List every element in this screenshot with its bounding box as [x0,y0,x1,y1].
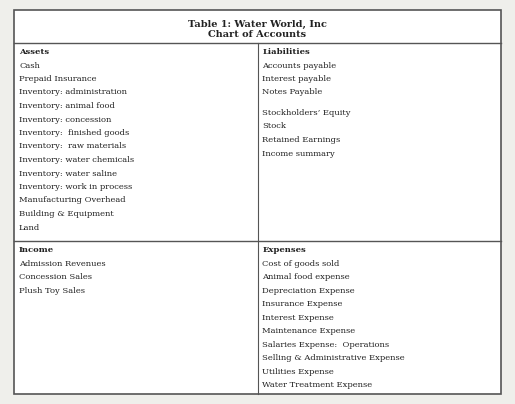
Text: Retained Earnings: Retained Earnings [263,136,341,144]
Text: Building & Equipment: Building & Equipment [19,210,114,218]
Text: Stockholders’ Equity: Stockholders’ Equity [263,109,351,117]
Text: Notes Payable: Notes Payable [263,88,323,97]
Text: Inventory: water chemicals: Inventory: water chemicals [19,156,134,164]
Text: Stock: Stock [263,122,286,130]
Text: Inventory:  raw materials: Inventory: raw materials [19,143,126,151]
Text: Concession Sales: Concession Sales [19,274,92,281]
Text: Income summary: Income summary [263,149,335,158]
Text: Cost of goods sold: Cost of goods sold [263,260,340,268]
Text: Income: Income [19,246,54,254]
Text: Selling & Administrative Expense: Selling & Administrative Expense [263,354,405,362]
Text: Accounts payable: Accounts payable [263,61,337,69]
Text: Expenses: Expenses [263,246,306,254]
Text: Inventory: animal food: Inventory: animal food [19,102,115,110]
Text: Inventory: water saline: Inventory: water saline [19,170,117,177]
Text: Insurance Expense: Insurance Expense [263,300,343,308]
Text: Maintenance Expense: Maintenance Expense [263,327,356,335]
Text: Salaries Expense:  Operations: Salaries Expense: Operations [263,341,390,349]
Text: Cash: Cash [19,61,40,69]
Text: Table 1: Water World, Inc: Table 1: Water World, Inc [188,20,327,29]
Text: Inventory: concession: Inventory: concession [19,116,111,124]
Text: Interest payable: Interest payable [263,75,332,83]
Text: Inventory:  finished goods: Inventory: finished goods [19,129,129,137]
Text: Interest Expense: Interest Expense [263,314,334,322]
Text: Inventory: work in process: Inventory: work in process [19,183,132,191]
Text: Depreciation Expense: Depreciation Expense [263,287,355,295]
Text: Assets: Assets [19,48,49,56]
Text: Inventory: administration: Inventory: administration [19,88,127,97]
Text: Prepaid Insurance: Prepaid Insurance [19,75,96,83]
Text: Admission Revenues: Admission Revenues [19,260,106,268]
Text: Water Treatment Expense: Water Treatment Expense [263,381,373,389]
Text: Utilities Expense: Utilities Expense [263,368,334,376]
Text: Animal food expense: Animal food expense [263,274,350,281]
Text: Manufacturing Overhead: Manufacturing Overhead [19,196,126,204]
Text: Liabilities: Liabilities [263,48,310,56]
Text: Land: Land [19,223,40,231]
Text: Plush Toy Sales: Plush Toy Sales [19,287,85,295]
Text: Chart of Accounts: Chart of Accounts [209,30,306,39]
